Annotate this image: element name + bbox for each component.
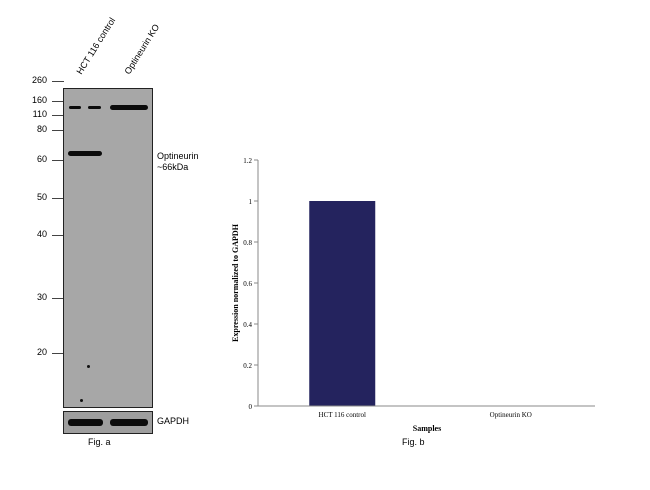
- mw-tick-30: [52, 298, 64, 299]
- mw-tick-260: [52, 81, 64, 82]
- mw-marker-50: 50: [36, 192, 47, 202]
- mw-marker-110: 110: [32, 109, 47, 119]
- x-tick-label: Optineurin KO: [490, 411, 532, 419]
- fig-b-caption: Fig. b: [402, 437, 425, 447]
- mw-tick-80: [52, 130, 64, 131]
- mw-marker-40: 40: [36, 229, 47, 239]
- blot-speck: [87, 365, 90, 368]
- mw-tick-160: [52, 101, 64, 102]
- bars: [309, 201, 376, 406]
- x-axis-labels: HCT 116 control Optineurin KO: [319, 411, 532, 419]
- mw-marker-60: 60: [36, 154, 47, 164]
- band-control-nonspecific-left: [69, 106, 81, 109]
- y-tick-label: 0.8: [243, 239, 252, 247]
- mw-tick-110: [52, 115, 64, 116]
- band-ko-nonspecific: [110, 105, 148, 110]
- y-tick-label: 0.4: [243, 321, 252, 329]
- x-axis-title: Samples: [413, 424, 441, 433]
- mw-tick-40: [52, 235, 64, 236]
- x-tick-label: HCT 116 control: [319, 411, 366, 419]
- optineurin-label: Optineurin ~66kDa: [157, 151, 199, 172]
- band-control-nonspecific-right: [88, 106, 101, 109]
- y-tick-label: 0: [249, 403, 253, 411]
- y-tick-label: 1: [249, 198, 253, 206]
- band-gapdh-control: [68, 419, 103, 426]
- y-tick-label: 0.2: [243, 362, 252, 370]
- blot-speck: [80, 399, 83, 402]
- y-tick-label: 1.2: [243, 157, 252, 165]
- y-axis-title: Expression normalized to GAPDH: [231, 223, 240, 342]
- mw-marker-160: 160: [31, 95, 47, 105]
- mw-marker-20: 20: [36, 347, 47, 357]
- mw-marker-30: 30: [36, 292, 47, 302]
- y-axis-ticks: 0 0.2 0.4 0.6 0.8 1 1.2: [243, 157, 258, 411]
- fig-a-caption: Fig. a: [88, 437, 111, 447]
- mw-tick-60: [52, 160, 64, 161]
- blot-membrane: [63, 88, 153, 408]
- mw-tick-20: [52, 353, 64, 354]
- band-gapdh-ko: [110, 419, 148, 426]
- gapdh-blot-membrane: [63, 411, 153, 434]
- y-tick-label: 0.6: [243, 280, 252, 288]
- band-optineurin-control: [68, 151, 102, 156]
- mw-marker-260: 260: [31, 75, 47, 85]
- bar: [309, 201, 376, 406]
- mw-marker-80: 80: [36, 124, 47, 134]
- mw-tick-50: [52, 198, 64, 199]
- gapdh-label: GAPDH: [157, 416, 190, 426]
